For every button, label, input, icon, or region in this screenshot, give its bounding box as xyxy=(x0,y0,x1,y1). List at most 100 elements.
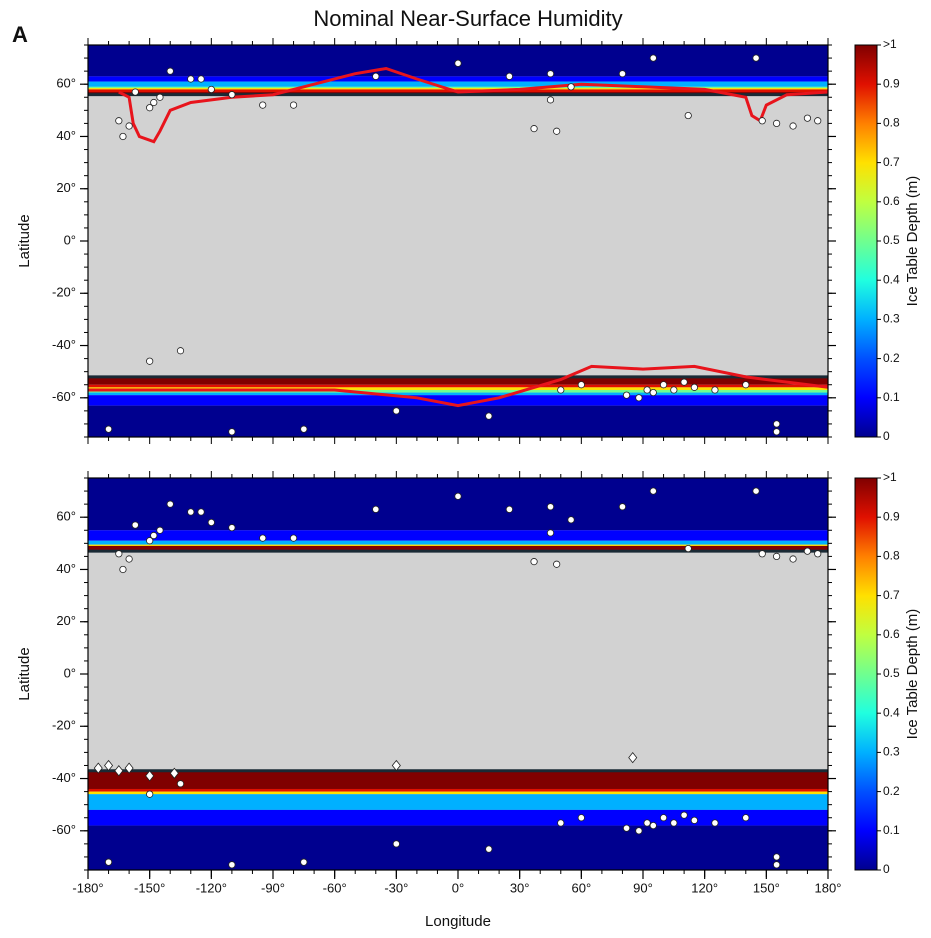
colorbar xyxy=(855,478,877,870)
site-point xyxy=(636,395,642,401)
site-point xyxy=(373,506,379,512)
colorbar-tick-label: 0.9 xyxy=(883,76,900,90)
site-point xyxy=(547,504,553,510)
site-point xyxy=(553,128,559,134)
site-point xyxy=(157,527,163,533)
site-point xyxy=(290,535,296,541)
colorbar-tick-label: 0.9 xyxy=(883,509,900,523)
site-point xyxy=(790,556,796,562)
site-point xyxy=(105,426,111,432)
site-point xyxy=(157,94,163,100)
site-point xyxy=(167,501,173,507)
colorbar-tick-label: 0.3 xyxy=(883,312,900,326)
x-tick-label: -180° xyxy=(72,880,103,895)
site-point xyxy=(547,71,553,77)
site-point xyxy=(167,68,173,74)
site-point xyxy=(188,76,194,82)
x-tick-label: 30° xyxy=(510,880,530,895)
contour-band xyxy=(88,88,828,89)
site-point xyxy=(685,545,691,551)
site-point xyxy=(146,358,152,364)
colorbar-tick-label: 0.1 xyxy=(883,390,900,404)
site-point xyxy=(455,493,461,499)
site-point xyxy=(229,429,235,435)
colorbar-tick-label: 0.6 xyxy=(883,194,900,208)
site-point xyxy=(120,133,126,139)
site-point xyxy=(126,556,132,562)
site-point xyxy=(146,791,152,797)
contour-band xyxy=(88,789,828,792)
site-point xyxy=(660,815,666,821)
x-tick-label: 90° xyxy=(633,880,653,895)
colorbar-label: Ice Table Depth (m) xyxy=(904,609,921,740)
contour-band xyxy=(88,406,828,437)
site-point xyxy=(691,384,697,390)
site-point xyxy=(578,382,584,388)
site-point xyxy=(671,387,677,393)
site-point xyxy=(773,429,779,435)
colorbar xyxy=(855,45,877,437)
site-point xyxy=(753,55,759,61)
colorbar-tick-label: 0.4 xyxy=(883,272,900,286)
site-point xyxy=(146,105,152,111)
contour-band xyxy=(88,541,828,545)
contour-band xyxy=(88,792,828,795)
site-point xyxy=(568,84,574,90)
site-point xyxy=(759,118,765,124)
site-point xyxy=(132,522,138,528)
site-point xyxy=(650,488,656,494)
site-point xyxy=(743,815,749,821)
site-point xyxy=(260,535,266,541)
colorbar-tick-label: 0 xyxy=(883,429,890,443)
site-point xyxy=(198,76,204,82)
colorbar-tick-label: 0.8 xyxy=(883,116,900,130)
site-point xyxy=(531,125,537,131)
site-point xyxy=(773,854,779,860)
site-point xyxy=(644,820,650,826)
site-point xyxy=(773,862,779,868)
page: {"chart_data": [ {"type": "contour", "ti… xyxy=(0,0,931,938)
y-tick-label: 20° xyxy=(56,613,76,628)
colorbar-label: Ice Table Depth (m) xyxy=(904,176,921,307)
site-point xyxy=(685,112,691,118)
site-point xyxy=(393,841,399,847)
colorbar-tick-label: 0.8 xyxy=(883,549,900,563)
x-tick-label: 150° xyxy=(753,880,780,895)
y-axis-label: Latitude xyxy=(16,647,33,700)
site-point xyxy=(644,387,650,393)
site-point xyxy=(743,382,749,388)
y-tick-label: 60° xyxy=(56,509,76,524)
y-tick-label: 60° xyxy=(56,76,76,91)
site-point xyxy=(790,123,796,129)
site-point xyxy=(660,382,666,388)
y-tick-label: 0° xyxy=(64,232,76,247)
site-point xyxy=(132,89,138,95)
site-point xyxy=(301,426,307,432)
site-point xyxy=(804,548,810,554)
site-point xyxy=(506,73,512,79)
site-point xyxy=(619,504,625,510)
site-point xyxy=(558,820,564,826)
colorbar-tick-label: 0.6 xyxy=(883,627,900,641)
site-point xyxy=(650,55,656,61)
site-point xyxy=(373,73,379,79)
site-point xyxy=(531,558,537,564)
y-tick-label: 20° xyxy=(56,180,76,195)
site-point xyxy=(712,820,718,826)
colorbar-tick-label: 0.5 xyxy=(883,233,900,247)
y-tick-label: -20° xyxy=(52,718,76,733)
site-point xyxy=(188,509,194,515)
x-tick-label: -30° xyxy=(384,880,408,895)
colorbar-tick-label: >1 xyxy=(883,470,897,484)
y-axis-label: Latitude xyxy=(16,214,33,267)
site-point xyxy=(116,118,122,124)
site-point xyxy=(177,348,183,354)
site-point xyxy=(623,392,629,398)
site-point xyxy=(208,519,214,525)
colorbar-tick-label: 0.2 xyxy=(883,784,900,798)
site-point xyxy=(804,115,810,121)
y-tick-label: -40° xyxy=(52,337,76,352)
site-point xyxy=(623,825,629,831)
colorbar-tick-label: 0.2 xyxy=(883,351,900,365)
y-tick-label: -60° xyxy=(52,389,76,404)
